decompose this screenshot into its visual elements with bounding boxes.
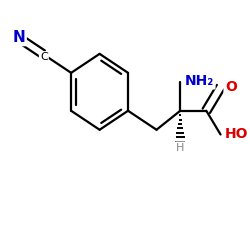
Text: O: O bbox=[225, 80, 237, 94]
Text: HO: HO bbox=[225, 128, 248, 141]
Text: NH₂: NH₂ bbox=[185, 74, 214, 88]
Text: C: C bbox=[40, 52, 48, 62]
Text: N: N bbox=[12, 30, 25, 45]
Text: H: H bbox=[176, 142, 184, 152]
